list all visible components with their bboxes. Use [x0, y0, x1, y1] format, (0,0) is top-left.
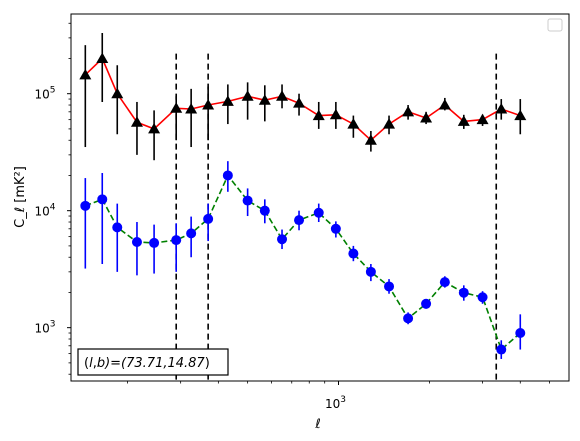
plot-area — [71, 14, 569, 381]
triangle-marker — [241, 90, 254, 101]
triangle-marker — [221, 95, 234, 106]
data-markers — [79, 52, 527, 355]
triangle-marker — [276, 90, 289, 101]
circle-marker — [403, 313, 414, 324]
circle-marker — [384, 281, 395, 292]
plot-frame — [70, 13, 570, 382]
triangle-marker — [258, 94, 271, 105]
circle-marker — [97, 194, 108, 205]
triangle-marker — [185, 102, 198, 114]
circle-marker — [222, 170, 233, 181]
circle-marker — [186, 228, 197, 239]
circle-marker — [348, 248, 359, 259]
triangle-marker — [170, 102, 183, 113]
circle-marker — [80, 200, 91, 211]
triangle-marker — [347, 118, 360, 129]
circle-marker — [365, 266, 376, 277]
circle-marker — [421, 298, 432, 309]
circle-marker — [171, 235, 182, 246]
circle-marker — [149, 237, 160, 248]
triangle-marker — [457, 115, 470, 126]
triangle-marker — [420, 111, 433, 123]
major-ticks — [67, 93, 340, 385]
triangle-marker — [312, 109, 325, 121]
circle-marker — [458, 287, 469, 298]
circle-marker — [131, 236, 142, 247]
circle-marker — [313, 207, 324, 218]
legend-frame — [547, 18, 563, 32]
triangle-marker — [96, 52, 109, 63]
triangle-marker — [402, 105, 415, 117]
triangle-marker — [202, 99, 215, 110]
circle-marker — [294, 215, 305, 226]
circle-marker — [112, 222, 123, 233]
triangle-marker — [79, 68, 92, 80]
annotation-frame — [77, 348, 229, 376]
circle-marker — [277, 234, 288, 245]
triangle-marker — [514, 109, 527, 121]
triangle-marker — [383, 118, 396, 129]
triangle-marker — [130, 116, 143, 127]
triangle-marker — [111, 87, 124, 99]
annotation-box: (l,b)=(73.71,14.87) — [77, 348, 229, 376]
triangle-marker — [438, 99, 451, 110]
circle-marker — [439, 277, 450, 288]
triangle-marker — [495, 102, 508, 114]
y-axis-label: C_ℓ [mK²] — [13, 166, 28, 228]
circle-marker — [515, 328, 526, 339]
x-axis-label: ℓ — [314, 417, 320, 432]
triangle-marker — [293, 97, 306, 108]
circle-marker — [496, 344, 507, 355]
annotation-text: (l,b)=(73.71,14.87) — [84, 356, 210, 371]
circle-marker — [242, 195, 253, 206]
circle-marker — [259, 205, 270, 216]
triangle-marker — [148, 122, 161, 134]
circle-marker — [330, 223, 341, 234]
circle-marker — [203, 213, 214, 224]
triangle-marker — [476, 113, 489, 125]
legend-box — [547, 18, 563, 32]
circle-marker — [477, 292, 488, 303]
triangle-marker — [329, 108, 342, 120]
triangle-marker — [364, 134, 377, 145]
